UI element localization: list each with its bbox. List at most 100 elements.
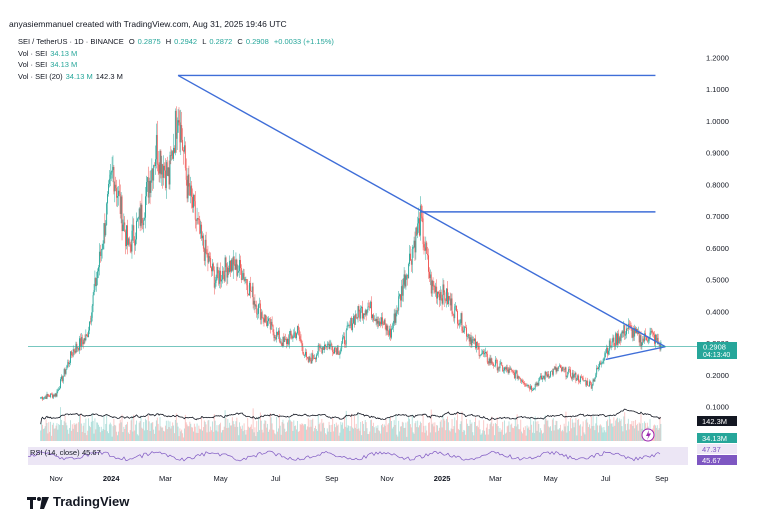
candle: [467, 333, 469, 339]
volume-bar: [116, 431, 118, 441]
candle: [334, 347, 335, 354]
volume-bar: [390, 416, 391, 441]
candle: [484, 349, 486, 358]
volume-bar: [592, 415, 594, 441]
volume-bar: [381, 423, 383, 441]
volume-bar: [120, 422, 122, 441]
volume-bar: [51, 424, 53, 441]
volume-bar: [182, 433, 184, 441]
volume-bar: [490, 422, 492, 441]
candle: [189, 183, 191, 196]
lightning-icon[interactable]: [641, 428, 655, 442]
volume-bar: [210, 426, 212, 441]
time-tick-label: Nov: [380, 474, 394, 483]
volume-bar: [411, 414, 413, 441]
volume-bar: [391, 421, 392, 441]
volume-bar: [215, 430, 217, 441]
candle: [301, 340, 303, 352]
volume-bar: [54, 428, 56, 441]
candle: [626, 323, 627, 339]
volume-bar: [494, 422, 496, 441]
candle: [78, 347, 80, 352]
candle: [294, 327, 296, 338]
time-axis[interactable]: Nov 2024 Mar May Jul Sep Nov 2025 Mar May Jul Sep: [49, 474, 668, 483]
candle: [417, 216, 419, 239]
volume-bar: [183, 428, 185, 441]
candle: [414, 231, 416, 261]
volume-bar: [153, 429, 155, 441]
candle: [249, 280, 250, 296]
candle: [229, 255, 231, 274]
volume-bar: [233, 424, 235, 441]
volume-bar: [62, 425, 64, 441]
candle: [421, 205, 423, 223]
volume-bar: [293, 420, 295, 441]
volume-bar: [418, 427, 420, 441]
time-tick-label: 2024: [103, 474, 121, 483]
candle: [615, 331, 617, 350]
volume-bar: [335, 422, 337, 441]
volume-bar: [329, 425, 331, 441]
volume-bar: [323, 422, 325, 441]
candle: [242, 268, 244, 280]
volume-bar: [216, 425, 218, 441]
candle: [235, 252, 237, 271]
candle: [304, 354, 306, 359]
candle: [415, 227, 417, 260]
candle: [644, 330, 646, 344]
triangle-support-line[interactable]: [605, 346, 666, 361]
volume-bar: [105, 423, 107, 441]
candle: [538, 377, 540, 387]
candle: [501, 361, 503, 366]
candle: [114, 181, 116, 203]
volume-bar: [460, 421, 462, 441]
volume-bar: [568, 421, 570, 441]
candle: [584, 380, 586, 382]
volume-bar: [211, 421, 213, 441]
candle: [186, 175, 188, 203]
candle: [408, 262, 410, 279]
candle: [177, 109, 179, 133]
volume-bar: [89, 427, 91, 441]
volume-bar: [456, 420, 457, 441]
volume-bar: [308, 427, 310, 441]
candle: [532, 387, 533, 392]
volume-bar: [602, 432, 604, 441]
candle: [487, 360, 489, 366]
candle: [136, 212, 137, 245]
candle: [411, 244, 413, 274]
candle: [432, 277, 434, 291]
volume-bar: [169, 421, 171, 441]
volume-bar: [154, 433, 156, 441]
candle: [560, 364, 561, 369]
volume-bar: [95, 429, 97, 441]
candle: [110, 170, 112, 182]
candle: [428, 267, 430, 283]
candle: [112, 155, 114, 183]
candle: [257, 308, 259, 320]
candle: [340, 347, 342, 354]
candle: [90, 312, 92, 326]
volume-bar: [133, 414, 135, 441]
volume-bar: [274, 433, 276, 441]
candle: [279, 337, 281, 344]
volume-bar: [619, 420, 621, 441]
volume-value: 34.13 M: [50, 49, 78, 58]
volume-bar: [598, 425, 600, 441]
volume-bar: [351, 413, 353, 441]
volume-bar: [433, 426, 435, 441]
volume-bar: [223, 426, 225, 441]
volume-bar: [68, 433, 70, 441]
candle: [268, 316, 269, 326]
candle: [395, 310, 397, 325]
candle: [83, 337, 85, 345]
volume-bar: [185, 422, 187, 441]
volume-bar: [209, 431, 211, 441]
candle: [221, 274, 222, 288]
candle: [424, 241, 426, 252]
candle: [566, 375, 568, 379]
candle: [271, 316, 273, 327]
descending-trendline[interactable]: [177, 74, 666, 348]
time-tick-label: 2025: [434, 474, 451, 483]
